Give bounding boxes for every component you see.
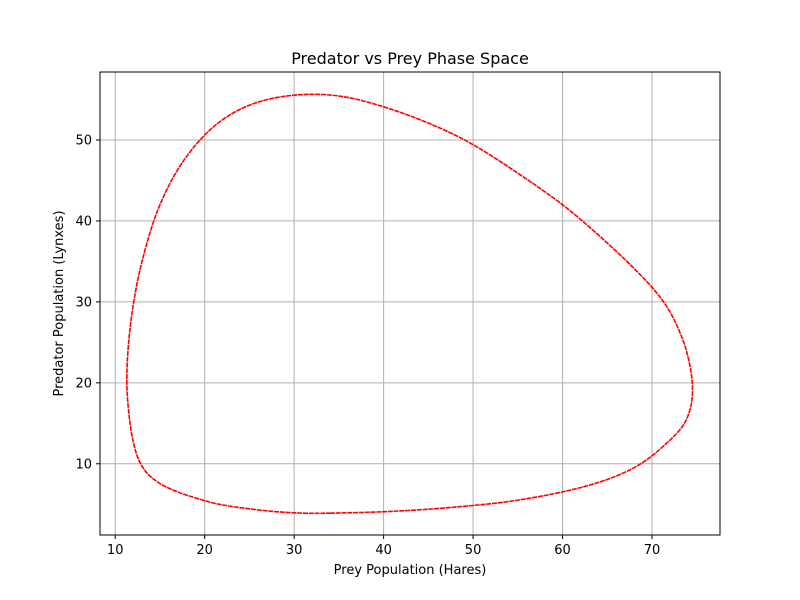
x-tick-label-60: 60 xyxy=(554,543,571,558)
series-layer xyxy=(126,93,694,515)
x-tick-label-40: 40 xyxy=(375,543,392,558)
y-tick-label-50: 50 xyxy=(75,133,92,148)
phase-trajectory-line-0 xyxy=(126,93,694,515)
y-axis-label: Predator Population (Lynxes) xyxy=(52,210,67,396)
x-tick-label-20: 20 xyxy=(196,543,213,558)
x-tick-label-50: 50 xyxy=(465,543,482,558)
x-tick-label-10: 10 xyxy=(107,543,124,558)
ticks-layer: 10 20 30 40 50 60 70 10 20 30 40 50 xyxy=(75,133,660,558)
plot-frame xyxy=(99,71,721,536)
x-tick-label-30: 30 xyxy=(286,543,303,558)
y-tick-label-40: 40 xyxy=(75,214,92,229)
x-axis-label: Prey Population (Hares) xyxy=(334,563,487,578)
y-tick-label-10: 10 xyxy=(75,457,92,472)
y-tick-label-30: 30 xyxy=(75,295,92,310)
x-tick-label-70: 70 xyxy=(644,543,661,558)
chart-title: Predator vs Prey Phase Space xyxy=(291,49,529,68)
grid-layer xyxy=(100,72,720,535)
y-tick-label-20: 20 xyxy=(75,376,92,391)
